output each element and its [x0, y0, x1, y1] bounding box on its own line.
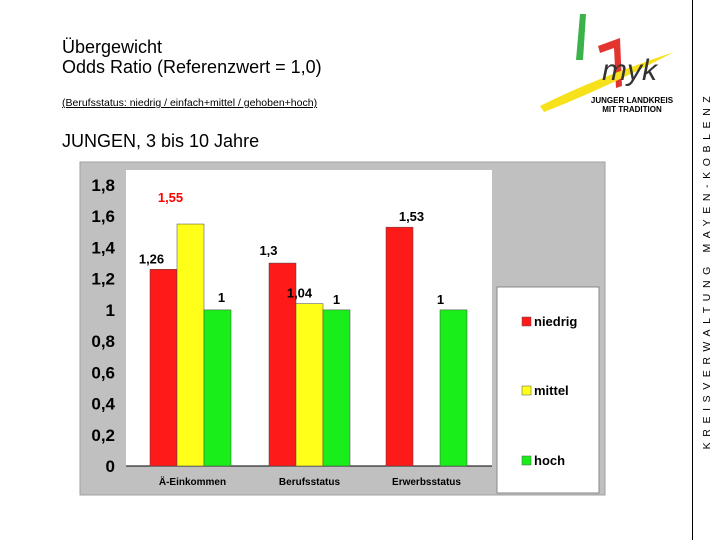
legend-label-niedrig: niedrig	[534, 314, 577, 329]
bar-mittel	[295, 303, 324, 467]
myk-logo-icon: myk	[540, 14, 674, 112]
bar-value-label: 1	[218, 290, 225, 305]
legend-label-mittel: mittel	[534, 383, 569, 398]
legend-swatch-hoch	[521, 455, 532, 466]
y-tick-label: 0,2	[91, 426, 115, 445]
logo-caption-line-2: MIT TRADITION	[602, 105, 662, 114]
y-tick-label: 0	[106, 457, 115, 476]
y-tick-labels: 0 0,2 0,4 0,6 0,8 1 1,2 1,4 1,6 1,8	[91, 176, 115, 476]
y-tick-label: 0,8	[91, 332, 115, 351]
bar-value-label: 1	[333, 292, 340, 307]
bar-value-label: 1,26	[139, 251, 164, 266]
category-label: Berufsstatus	[279, 477, 341, 488]
legend-label-hoch: hoch	[534, 453, 565, 468]
title-line-1: Übergewicht	[62, 37, 163, 57]
legend-swatch-niedrig	[521, 316, 532, 327]
logo-caption: JUNGER LANDKREIS MIT TRADITION	[582, 96, 682, 114]
bar-niedrig	[385, 226, 414, 467]
bar-value-label: 1,55	[158, 190, 183, 205]
legend-box	[496, 286, 600, 494]
legend-swatch-mittel	[521, 385, 532, 396]
bar-value-labels: 1,26 1,55 1 1,3 1,04 1 1,53 1	[139, 190, 444, 307]
bar-hoch	[322, 309, 351, 467]
page-title: Übergewicht Odds Ratio (Referenzwert = 1…	[62, 37, 322, 77]
bar-value-label: 1	[437, 292, 444, 307]
y-tick-label: 0,6	[91, 363, 115, 382]
title-line-2: Odds Ratio (Referenzwert = 1,0)	[62, 57, 322, 77]
bar-value-label: 1,53	[399, 209, 424, 224]
bar-niedrig	[149, 269, 178, 467]
subtitle-note: (Berufsstatus: niedrig / einfach+mittel …	[62, 97, 318, 109]
bar-hoch	[439, 309, 468, 467]
sidebar-band	[692, 0, 720, 540]
category-label: Ä-Einkommen	[159, 475, 226, 488]
logo-caption-line-1: JUNGER LANDKREIS	[590, 96, 674, 105]
category-labels: Ä-Einkommen Berufsstatus Erwerbsstatus	[159, 475, 462, 488]
logo-green-stroke-icon	[576, 14, 586, 60]
bar-value-label: 1,3	[259, 243, 277, 258]
bar-mittel	[176, 223, 205, 467]
bar-niedrig	[268, 262, 297, 467]
legend: niedrig mittel hoch	[521, 314, 577, 468]
y-tick-label: 0,4	[91, 395, 115, 414]
y-tick-label: 1,4	[91, 238, 115, 257]
section-heading: JUNGEN, 3 bis 10 Jahre	[62, 131, 260, 151]
y-tick-label: 1	[106, 301, 115, 320]
logo-text: myk	[602, 54, 659, 87]
y-tick-label: 1,6	[91, 207, 115, 226]
bars	[149, 223, 468, 467]
logo-yellow-swoosh-icon	[540, 52, 674, 112]
category-label: Erwerbsstatus	[392, 477, 461, 488]
y-tick-label: 1,2	[91, 270, 115, 289]
y-tick-label: 1,8	[91, 176, 115, 195]
bar-value-label: 1,04	[287, 286, 313, 301]
bar-hoch	[203, 309, 232, 467]
